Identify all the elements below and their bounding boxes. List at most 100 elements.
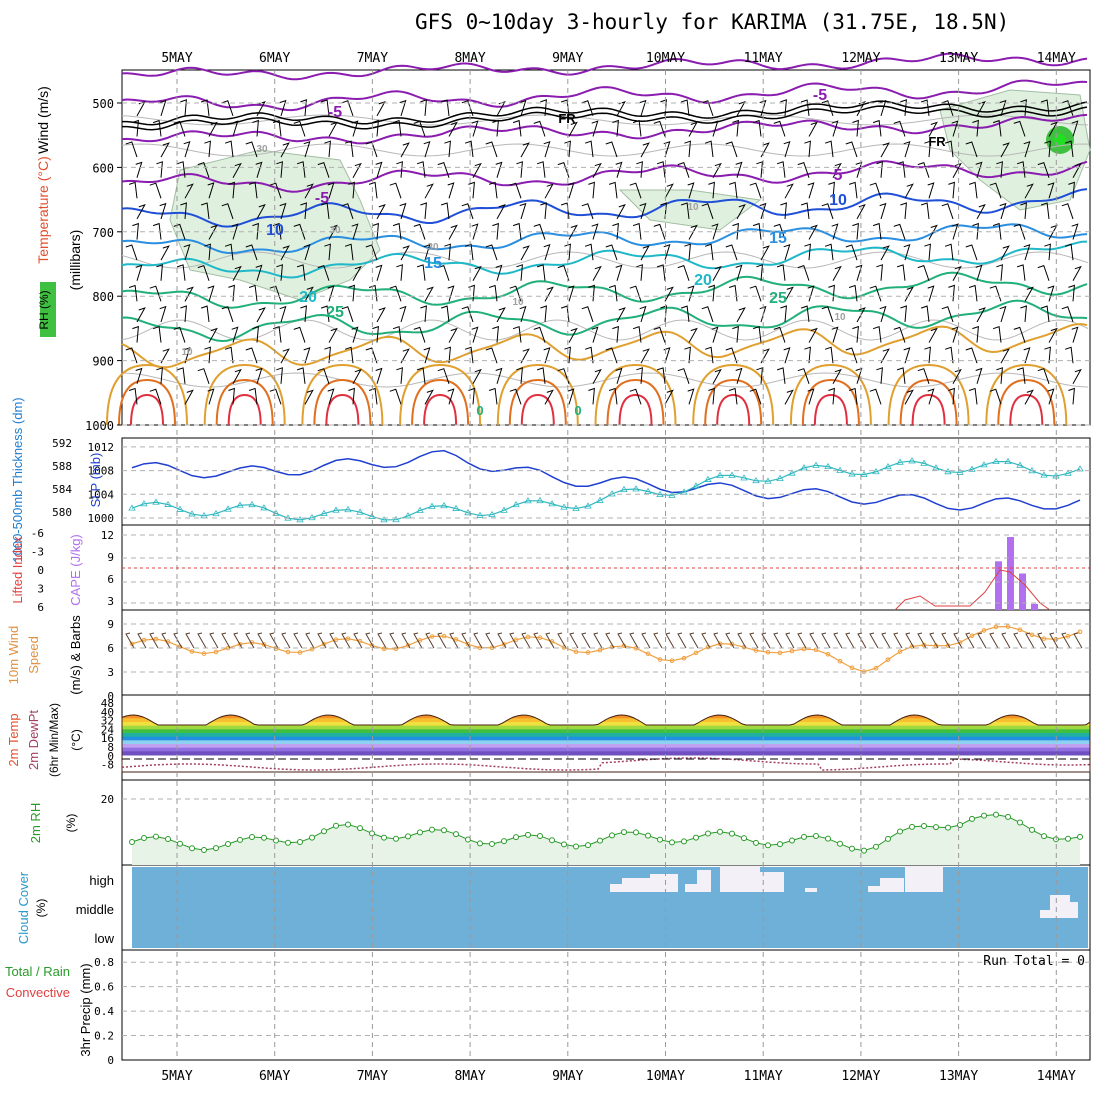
wind-barb xyxy=(448,327,458,343)
cloud-level-label: high xyxy=(89,873,114,888)
wind10-barb xyxy=(341,632,351,649)
wind-barb xyxy=(536,264,546,281)
wind-barb xyxy=(248,284,258,302)
wind-barb xyxy=(568,327,578,343)
wind-barb xyxy=(992,326,1002,343)
wind-barb xyxy=(256,204,266,220)
rh2m-marker xyxy=(849,845,855,852)
wind-barb xyxy=(708,387,715,405)
rh2m-marker xyxy=(453,831,459,838)
wind10-barb xyxy=(125,632,135,649)
wind-barb xyxy=(848,181,858,199)
isotherm-line xyxy=(121,271,1088,309)
wind-barb xyxy=(560,305,570,323)
wind-barb xyxy=(1068,284,1075,302)
wind-barb xyxy=(653,120,666,137)
rh-peak-shade xyxy=(1054,134,1066,146)
wind-barb xyxy=(756,367,763,384)
precip-tick-label: 0.6 xyxy=(94,981,114,994)
wind-barb xyxy=(880,142,890,158)
wind10-marker xyxy=(381,646,387,652)
wind10-barb xyxy=(221,632,231,649)
wind-barb xyxy=(687,182,695,199)
wind-barb xyxy=(207,388,215,405)
wind-barb xyxy=(784,389,794,405)
contour-label: FR xyxy=(928,134,946,149)
wind-barb xyxy=(732,119,739,137)
wind-barb xyxy=(520,348,530,364)
wind-barb xyxy=(848,284,858,302)
wind-barb xyxy=(804,140,811,158)
li-tick-label: 3 xyxy=(37,583,44,596)
wind-barb xyxy=(999,202,1007,220)
wind-barb xyxy=(544,286,554,302)
wind-barb xyxy=(557,368,570,384)
hot-isotherm-loop xyxy=(215,378,274,426)
wind10-marker xyxy=(261,642,267,647)
li-tick-label: 6 xyxy=(37,601,44,614)
wind-barb xyxy=(197,368,210,384)
wind10-barb xyxy=(737,632,747,649)
wind-barb xyxy=(156,367,163,384)
wind-barb xyxy=(800,99,810,116)
thickness-marker xyxy=(248,500,256,508)
wind-barb xyxy=(365,347,378,364)
thickness-marker xyxy=(1004,457,1012,465)
wind-barb xyxy=(324,346,331,364)
wind-barb xyxy=(784,183,794,199)
cloud-cover-background xyxy=(132,867,1088,948)
wind-barb xyxy=(677,264,690,281)
wind-barb xyxy=(896,264,906,281)
wind10-marker xyxy=(501,642,507,647)
wind-barb xyxy=(424,183,434,199)
rh2m-marker xyxy=(1017,819,1023,826)
thickness-marker xyxy=(596,496,604,503)
thickness-marker xyxy=(476,511,484,518)
thickness-marker xyxy=(908,457,916,464)
wind-barb xyxy=(711,223,719,240)
wind-barb xyxy=(1068,181,1075,199)
wind-barb xyxy=(495,367,503,384)
wind-barb xyxy=(760,245,770,261)
wind-barb xyxy=(328,121,338,137)
rh2m-marker xyxy=(393,835,399,842)
wind-barb xyxy=(328,327,338,343)
wind-barb xyxy=(1064,243,1074,261)
slp-tick-label: 1008 xyxy=(88,465,115,478)
thickness-marker xyxy=(752,477,760,484)
wind10-marker xyxy=(777,650,783,656)
wind-barb xyxy=(941,203,954,220)
wind-barb xyxy=(128,387,138,405)
wind-barb xyxy=(1016,367,1026,384)
wind-barb xyxy=(872,119,882,137)
wind-barb xyxy=(488,181,498,199)
thickness-marker xyxy=(176,505,184,512)
wind-barb xyxy=(608,284,618,302)
wind-barb xyxy=(416,264,426,281)
wind-barb xyxy=(1071,120,1079,137)
wind-barb xyxy=(992,222,1002,240)
wind10-marker xyxy=(1029,632,1035,638)
wind-barb xyxy=(159,99,167,117)
wind-barb xyxy=(903,347,911,364)
wind-barb xyxy=(324,140,331,158)
cape-tick-label: 6 xyxy=(107,573,114,586)
wind-barb xyxy=(183,244,191,261)
wind-barb xyxy=(136,307,146,323)
cloud-cover-block xyxy=(1070,902,1078,918)
date-label-bottom: 9MAY xyxy=(552,1069,583,1084)
wind-barb xyxy=(687,388,695,405)
wind-barb xyxy=(200,305,210,323)
wind-barb xyxy=(1016,161,1026,178)
wind-barb xyxy=(269,388,282,405)
wind-barb xyxy=(376,307,386,323)
wind-barb xyxy=(485,244,498,261)
wind-barb xyxy=(296,367,306,384)
wind-barb xyxy=(972,325,979,343)
wind-barb xyxy=(183,347,191,364)
wind-barb xyxy=(616,204,626,220)
wind-barb xyxy=(365,244,378,261)
wind-barb xyxy=(224,140,234,158)
wind-barb xyxy=(728,284,738,302)
